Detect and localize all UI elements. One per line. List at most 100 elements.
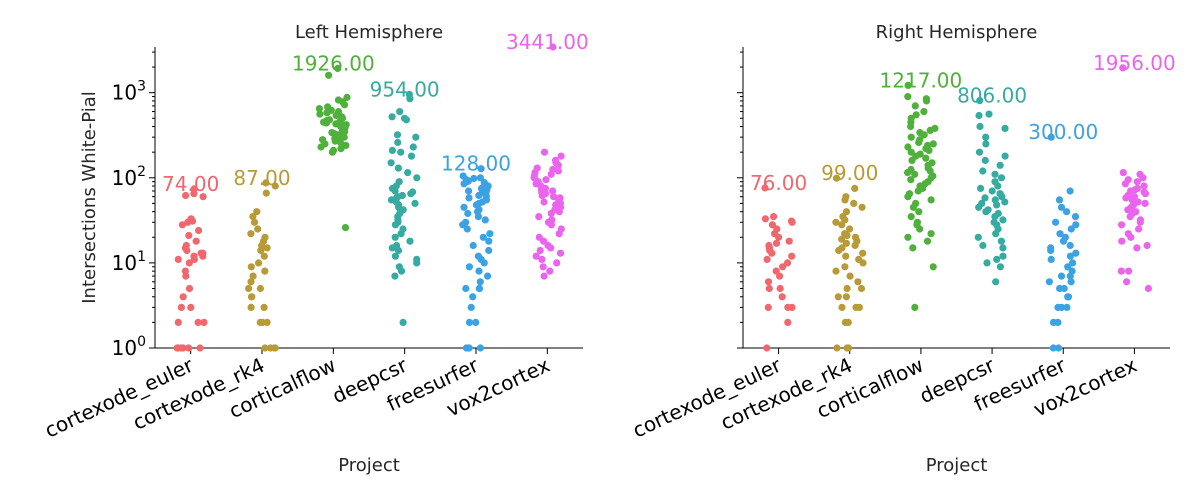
data-point [904, 233, 912, 241]
data-point [556, 249, 565, 257]
data-point [260, 252, 268, 260]
data-point [538, 191, 546, 200]
data-point [472, 318, 480, 326]
data-point [388, 244, 396, 252]
data-point [486, 230, 494, 238]
max-value-label: 128.00 [441, 152, 511, 176]
data-point [547, 209, 555, 218]
data-point [328, 148, 336, 156]
data-point [1066, 252, 1074, 260]
data-point [915, 138, 923, 147]
data-point [929, 140, 937, 148]
series-deepcsr [974, 97, 1009, 286]
data-point [785, 237, 793, 245]
data-point [253, 208, 261, 216]
data-point [776, 284, 784, 293]
data-point [1066, 241, 1074, 250]
data-point [1054, 344, 1063, 352]
data-point [909, 244, 917, 252]
data-point [927, 196, 935, 204]
data-point [406, 237, 414, 245]
data-point [341, 127, 349, 136]
data-point [463, 225, 471, 233]
data-point [838, 221, 846, 229]
max-value-label: 99.00 [821, 161, 878, 185]
data-point [997, 174, 1006, 182]
data-point [1122, 194, 1130, 202]
data-point [315, 105, 323, 113]
data-point [838, 303, 846, 311]
data-point [536, 246, 544, 255]
data-point [981, 156, 989, 164]
data-point [402, 116, 410, 124]
data-point [542, 176, 550, 184]
data-point [1069, 259, 1077, 267]
data-point [549, 187, 557, 195]
data-point [1066, 272, 1074, 280]
data-point [462, 284, 470, 293]
data-point [765, 284, 773, 293]
data-point [1064, 263, 1072, 271]
data-point [976, 97, 984, 105]
data-point [247, 278, 255, 286]
data-point [996, 263, 1005, 271]
data-point [261, 267, 269, 275]
data-point [190, 190, 198, 198]
data-point [779, 263, 787, 271]
data-point [465, 194, 473, 202]
data-point [184, 218, 192, 226]
data-point [334, 64, 342, 72]
data-point [200, 318, 208, 326]
data-point [475, 284, 483, 293]
data-point [843, 231, 851, 240]
data-point [904, 143, 912, 151]
data-point [925, 146, 933, 154]
data-point [776, 272, 784, 280]
data-point [922, 154, 930, 162]
data-point [912, 111, 920, 119]
data-point [788, 218, 796, 226]
data-point [845, 344, 853, 352]
data-point [846, 225, 854, 233]
data-point [1059, 237, 1068, 245]
data-point [832, 267, 840, 275]
y-tick-label: 102 [112, 164, 146, 190]
data-point [185, 231, 193, 240]
data-point [761, 215, 770, 223]
data-point [391, 221, 399, 229]
data-point [908, 156, 916, 164]
data-point [904, 93, 912, 101]
data-point [247, 303, 255, 311]
data-point [332, 111, 340, 120]
y-tick-exponent: 0 [137, 334, 146, 350]
data-point [977, 184, 985, 192]
data-point [993, 255, 1001, 263]
data-point [784, 318, 792, 326]
data-point [388, 146, 396, 154]
y-tick-base: 10 [112, 336, 137, 360]
data-point [396, 108, 404, 116]
data-point [178, 221, 186, 229]
data-point [183, 246, 191, 255]
data-point [547, 221, 556, 229]
data-point [469, 293, 477, 301]
data-point [387, 159, 395, 167]
y-tick-base: 10 [112, 251, 137, 275]
data-point [904, 169, 912, 177]
data-point [469, 241, 477, 250]
data-point [554, 161, 562, 169]
data-point [1047, 133, 1055, 141]
data-point [975, 148, 984, 156]
max-value-label: 76.00 [750, 171, 807, 195]
data-point [784, 303, 792, 311]
data-point [394, 246, 403, 255]
data-point [546, 267, 554, 275]
data-point [409, 143, 417, 151]
data-point [841, 196, 849, 204]
data-point [540, 237, 548, 245]
data-point [775, 233, 783, 241]
data-point [763, 255, 771, 263]
data-point [1055, 196, 1064, 204]
data-point [190, 255, 198, 263]
data-point [343, 93, 351, 101]
